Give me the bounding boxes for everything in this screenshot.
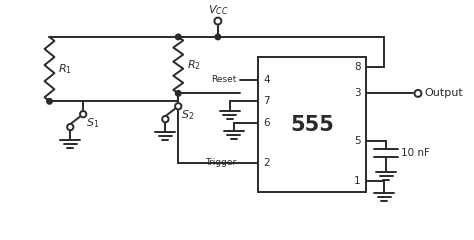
Text: $V_{CC}$: $V_{CC}$	[208, 3, 228, 17]
Circle shape	[175, 34, 181, 40]
Text: 2: 2	[264, 158, 270, 168]
Circle shape	[415, 90, 421, 97]
Circle shape	[175, 103, 182, 109]
Text: 6: 6	[264, 118, 270, 128]
Text: $R_2$: $R_2$	[187, 58, 201, 72]
Text: 8: 8	[354, 62, 361, 72]
Circle shape	[80, 111, 86, 117]
Text: $S_2$: $S_2$	[181, 108, 194, 122]
Text: 10 nF: 10 nF	[401, 148, 430, 158]
Circle shape	[67, 124, 73, 130]
Text: 5: 5	[354, 136, 361, 146]
Bar	[257, 57, 366, 192]
Text: 555: 555	[290, 114, 334, 135]
Text: $R_1$: $R_1$	[58, 62, 73, 76]
Text: 4: 4	[264, 74, 270, 84]
Circle shape	[162, 116, 169, 122]
Text: $S_1$: $S_1$	[86, 116, 100, 130]
Text: 1: 1	[354, 176, 361, 186]
Text: 7: 7	[264, 96, 270, 106]
Text: 3: 3	[354, 88, 361, 98]
Circle shape	[215, 34, 221, 40]
Circle shape	[214, 18, 221, 24]
Circle shape	[47, 99, 52, 104]
Text: Reset: Reset	[211, 75, 237, 84]
Text: Output: Output	[424, 88, 463, 98]
Circle shape	[175, 91, 181, 96]
Text: Trigger: Trigger	[205, 158, 237, 167]
